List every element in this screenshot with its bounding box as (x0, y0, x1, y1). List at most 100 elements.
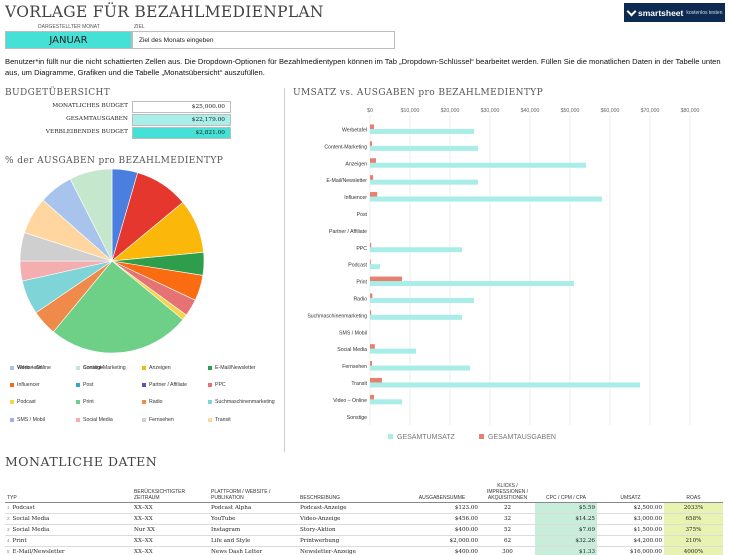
bar-revenue (370, 365, 470, 371)
x-tick-label: $10,000 (401, 108, 420, 114)
y-tick-label: Radio (353, 296, 367, 302)
clicks-cell[interactable]: 32 (480, 513, 535, 525)
row-number: 1 (7, 504, 10, 510)
clicks-cell[interactable]: 62 (480, 535, 535, 547)
type-label: Social Media (12, 515, 50, 522)
budget-row-total: GESAMTAUSGABEN $22,179.00 (20, 114, 266, 126)
description-cell[interactable]: Podcast-Anzeige (298, 502, 404, 514)
revenue-cell[interactable]: $4,200.00 (597, 535, 664, 547)
type-cell[interactable]: 2 Social Media (5, 513, 132, 525)
bar-spend (370, 344, 375, 350)
bar-revenue (370, 128, 474, 134)
legend-swatch (208, 418, 212, 422)
bar-spend (370, 175, 374, 181)
platform-cell[interactable]: YouTube (209, 513, 298, 525)
description-cell[interactable]: Printwerbung (298, 535, 404, 547)
table-header-row: TYP BERÜCKSICHTIGTER ZEITRAUM PLATTFORM … (5, 479, 723, 503)
legend-label: E-Mail/Newsletter (215, 365, 256, 371)
y-tick-label: PPC (356, 246, 367, 252)
legend-swatch (142, 383, 146, 387)
smartsheet-logo[interactable]: smartsheet kostenlos testen (624, 3, 725, 22)
y-tick-label: Print (356, 280, 367, 286)
description-cell[interactable]: Story-Aktion (298, 524, 404, 536)
table-row: 1 Podcast XX–XX Podcast Alpha Podcast-Anzeig… (5, 502, 723, 514)
row-number: 5 (7, 548, 10, 554)
cpc-cell: $1.33 (535, 546, 597, 555)
revenue-cell[interactable]: $16,000.00 (597, 546, 664, 555)
revenue-cell[interactable]: $3,000.00 (597, 513, 664, 525)
bar-revenue (370, 314, 462, 320)
pie-heading: % der AUSGABEN pro BEZAHLMEDIENTYP (5, 156, 224, 166)
x-tick-label: $60,000 (601, 108, 620, 114)
legend-swatch (10, 418, 14, 422)
platform-cell[interactable]: Podcast Alpha (209, 502, 298, 514)
legend-label: GESAMTUMSATZ (397, 434, 456, 441)
description-cell[interactable]: Video-Anzeige (298, 513, 404, 525)
legend-label: Anzeigen (149, 365, 171, 371)
revenue-cell[interactable]: $2,500.00 (597, 502, 664, 514)
bar-spend (370, 242, 372, 248)
clicks-cell[interactable]: 300 (480, 546, 535, 555)
bar-spend (370, 158, 376, 164)
x-tick-label: $0 (367, 108, 373, 114)
y-tick-label: Video – Online (333, 398, 367, 404)
platform-cell[interactable]: News Dash Letter (209, 546, 298, 555)
budget-label: VERBLEIBENDES BUDGET (45, 129, 128, 135)
legend-swatch (142, 400, 146, 404)
monthly-budget-input[interactable]: $25,000.00 (132, 101, 231, 113)
revenue-cell[interactable]: $1,500.00 (597, 524, 664, 536)
period-cell[interactable]: XX–XX (132, 535, 209, 547)
spend-cell[interactable]: $2,000.00 (404, 535, 480, 547)
period-cell[interactable]: XX–XX (132, 546, 209, 555)
legend-swatch (76, 366, 80, 370)
type-cell[interactable]: 5 E-Mail/Newsletter (5, 546, 132, 555)
legend-label: Podcast (17, 399, 36, 405)
legend-swatch (76, 418, 80, 422)
y-tick-label: Transit (351, 381, 367, 387)
roas-cell: 375% (664, 524, 723, 536)
cpc-cell: $5.59 (535, 502, 597, 514)
y-tick-label: Sonstige (347, 415, 367, 421)
period-cell[interactable]: XX–XX (132, 502, 209, 514)
row-number: 4 (7, 537, 10, 543)
bar-spend (370, 361, 372, 367)
clicks-cell[interactable]: 52 (480, 524, 535, 536)
legend-swatch (76, 400, 80, 404)
type-label: E-Mail/Newsletter (12, 548, 65, 555)
spend-cell[interactable]: $400.00 (404, 524, 480, 536)
type-label: Podcast (12, 504, 35, 511)
bar-revenue (370, 196, 602, 202)
clicks-cell[interactable]: 22 (480, 502, 535, 514)
period-cell[interactable]: Nur XX (132, 524, 209, 536)
legend-label: PPC (215, 382, 226, 388)
spend-cell[interactable]: $456.00 (404, 513, 480, 525)
type-cell[interactable]: 4 Print (5, 535, 132, 547)
column-header: CPC / CPM / CPA (535, 479, 597, 503)
platform-cell[interactable]: Instagram (209, 524, 298, 536)
legend-label: SMS / Mobil (17, 417, 45, 423)
column-header: BESCHREIBUNG (298, 479, 404, 503)
description-cell[interactable]: Newsletter-Anzeige (298, 546, 404, 555)
y-tick-label: SMS / Mobil (339, 330, 367, 336)
period-cell[interactable]: XX–XX (132, 513, 209, 525)
platform-cell[interactable]: Life and Style (209, 535, 298, 547)
spend-cell[interactable]: $123.00 (404, 502, 480, 514)
logo-subtitle: kostenlos testen (686, 9, 723, 16)
spend-cell[interactable]: $400.00 (404, 546, 480, 555)
bar-spend (370, 377, 382, 383)
row-number: 2 (7, 515, 10, 521)
y-tick-label: Fernsehen (342, 364, 367, 370)
type-label: Print (12, 537, 27, 544)
legend-label: Fernsehen (149, 417, 174, 423)
legend-label: Content-Marketing (83, 365, 126, 371)
x-tick-label: $40,000 (521, 108, 540, 114)
goal-input[interactable]: Ziel des Monats eingeben (132, 31, 395, 49)
type-cell[interactable]: 1 Podcast (5, 502, 132, 514)
legend-item: Podcast (10, 399, 36, 405)
type-cell[interactable]: 3 Social Media (5, 524, 132, 536)
legend-swatch (388, 434, 393, 439)
table-row: 3 Social Media Nur XX Instagram Story-Aktion… (5, 524, 723, 536)
legend-item: Transit (208, 417, 231, 423)
legend-swatch (208, 400, 212, 404)
month-select[interactable]: JANUAR (5, 31, 132, 49)
